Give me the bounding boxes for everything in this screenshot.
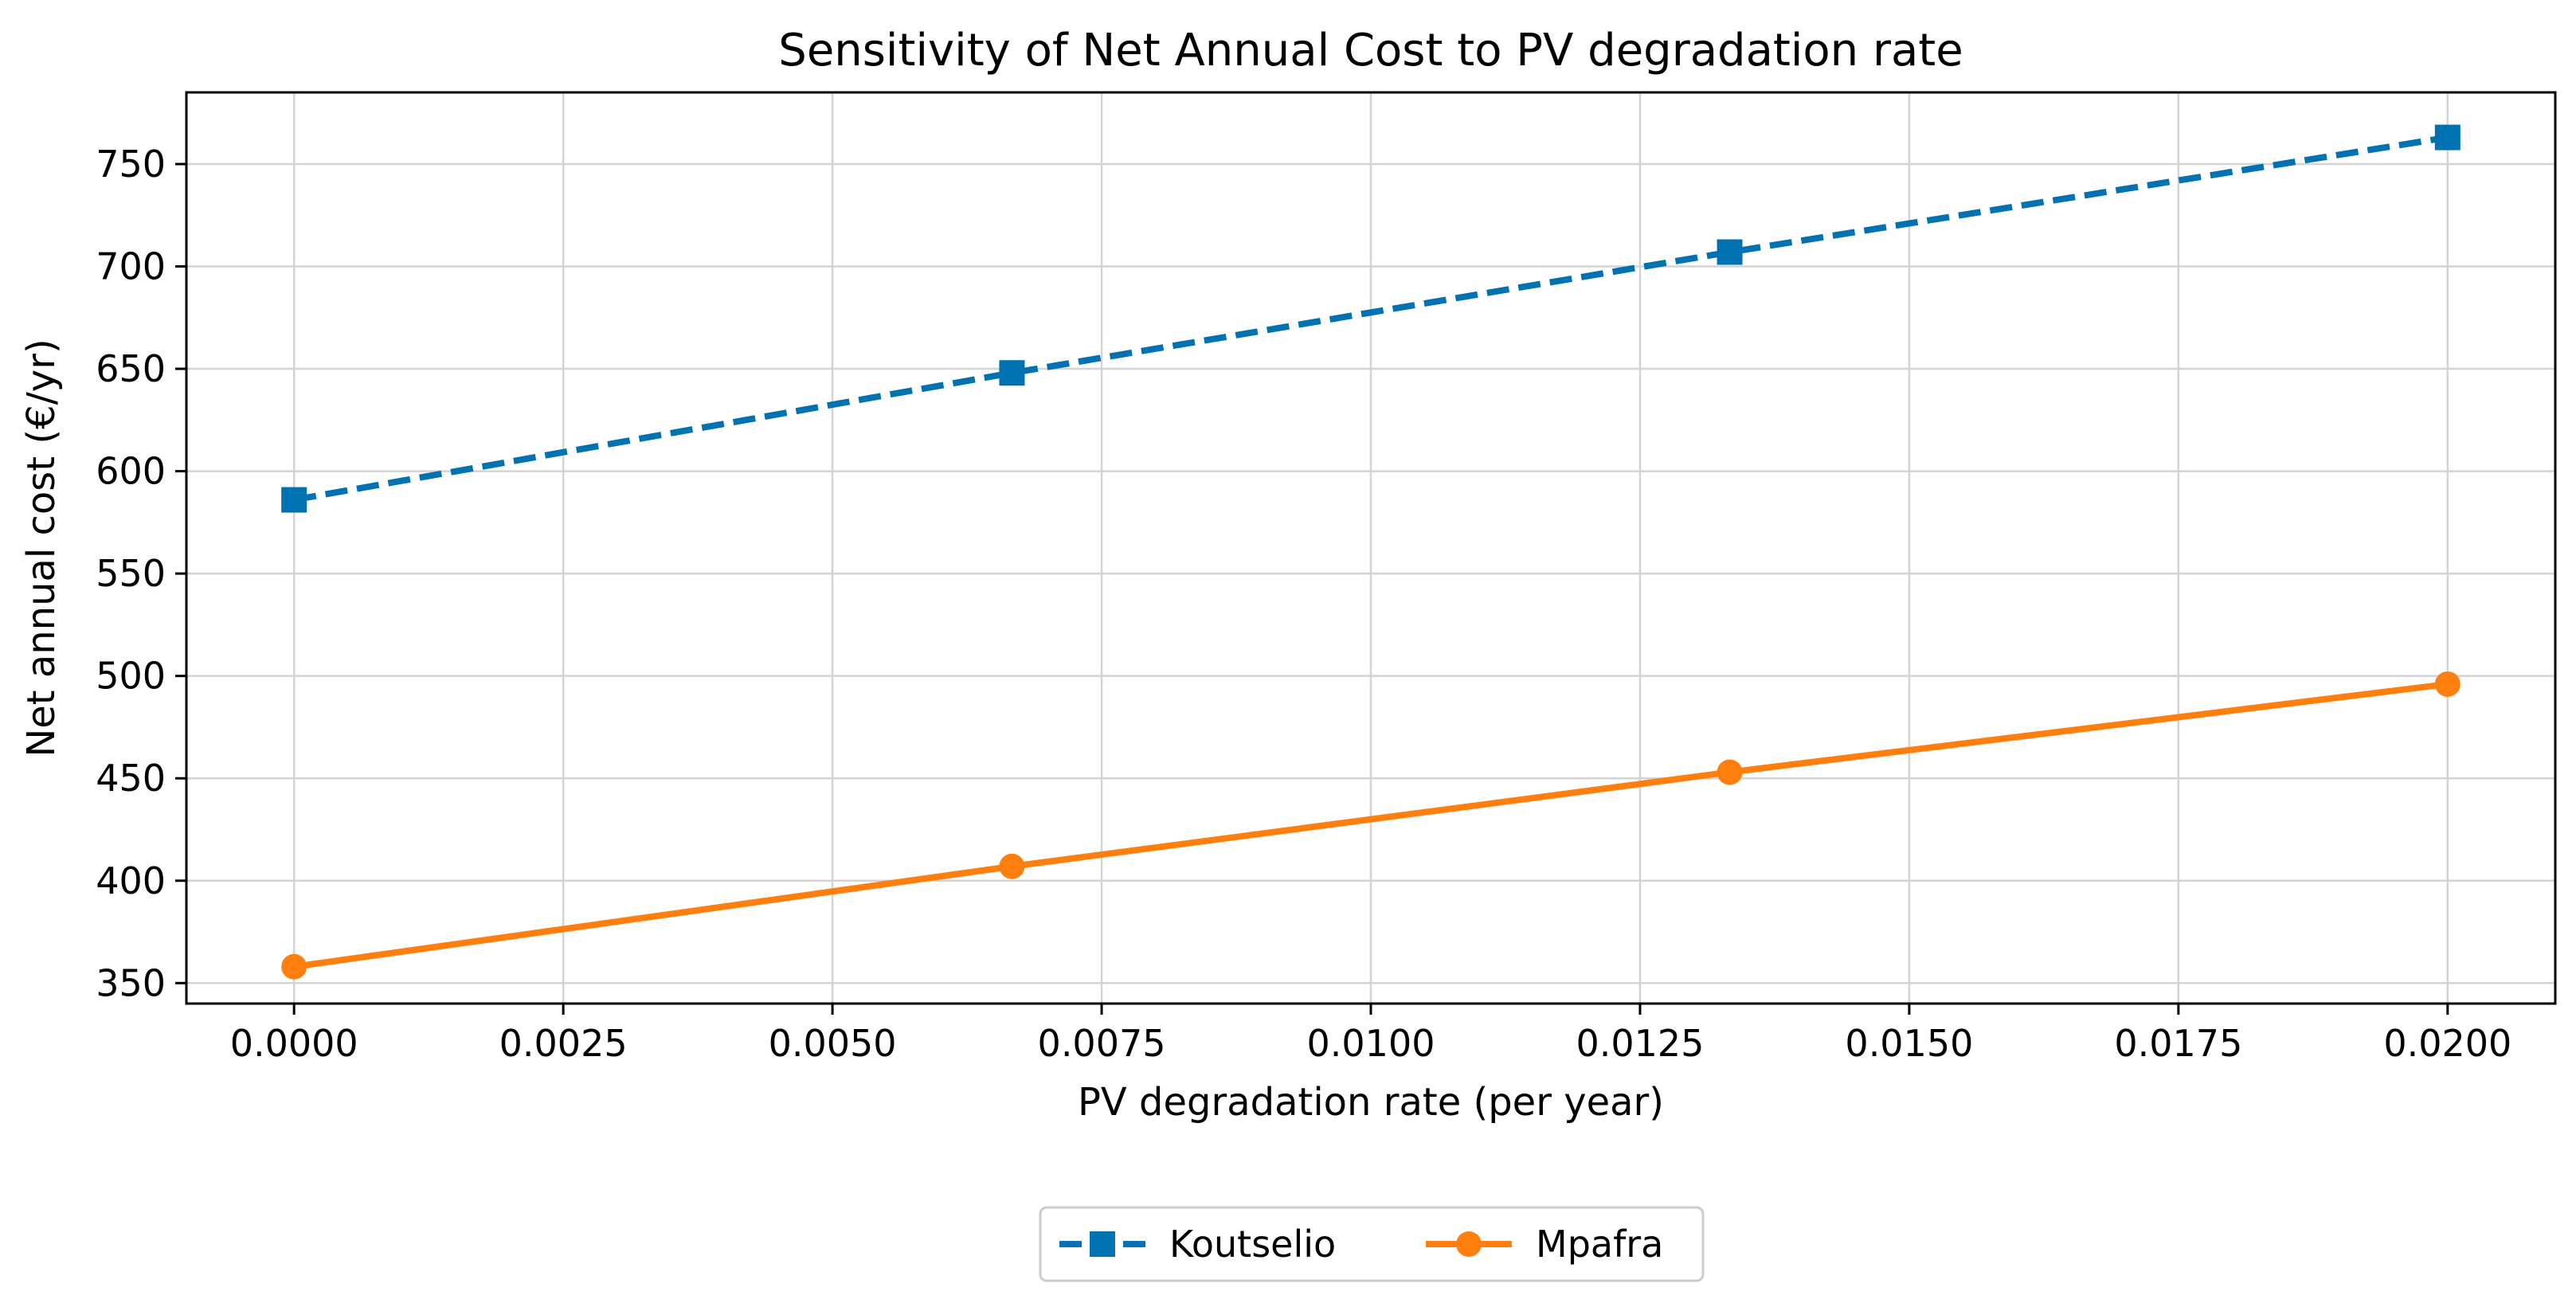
legend-box [1039,1206,1705,1282]
y-tick-label: 550 [96,552,166,595]
y-tick-label: 600 [96,450,166,493]
legend-marker-square [1090,1231,1115,1257]
x-tick-label: 0.0150 [1845,1022,1973,1065]
legend-label: Koutselio [1169,1223,1336,1266]
y-tick-label: 450 [96,757,166,800]
legend: Koutselio Mpafra [1039,1206,1705,1282]
data-point-square [1717,239,1743,265]
chart-title: Sensitivity of Net Annual Cost to PV deg… [778,25,1963,76]
y-tick-label: 700 [96,245,166,288]
data-point-square [999,360,1025,386]
y-tick-label: 400 [96,859,166,902]
x-tick-label: 0.0200 [2383,1022,2511,1065]
series-line-mpafra [293,680,2449,970]
x-tick-label: 0.0100 [1307,1022,1435,1065]
series-lines [281,124,2461,980]
data-point-square [281,487,307,513]
y-tick-label: 350 [96,961,166,1004]
data-point-circle [1717,759,1743,785]
y-axis-label: Net annual cost (€/yr) [19,339,64,757]
x-tick-label: 0.0075 [1038,1022,1166,1065]
y-tick-label: 650 [96,347,166,390]
legend-marker-circle [1456,1231,1482,1257]
x-tick-label: 0.0125 [1576,1022,1704,1065]
data-point-circle [2434,671,2461,697]
legend-item-mpafra: Mpafra [1426,1223,1663,1266]
x-tick-label: 0.0050 [769,1022,897,1065]
series-mpafra [281,671,2461,980]
x-tick-label: 0.0025 [499,1022,628,1065]
y-tick-label: 500 [96,655,166,698]
data-point-square [2434,124,2461,151]
x-tick-label: 0.0175 [2114,1022,2242,1065]
axis-ticks: 0.0000 0.0025 0.0050 0.0075 0.0100 0.0125 0.01… [96,143,2511,1065]
y-tick-label: 750 [96,143,166,186]
grid [186,92,2555,1004]
x-axis-label: PV degradation rate (per year) [1078,1080,1664,1125]
series-koutselio [281,124,2461,513]
legend-label: Mpafra [1536,1223,1663,1266]
series-line-koutselio [293,134,2449,503]
data-point-circle [999,853,1025,879]
x-tick-label: 0.0000 [230,1022,358,1065]
data-point-circle [281,953,307,980]
legend-item-koutselio: Koutselio [1059,1223,1336,1266]
